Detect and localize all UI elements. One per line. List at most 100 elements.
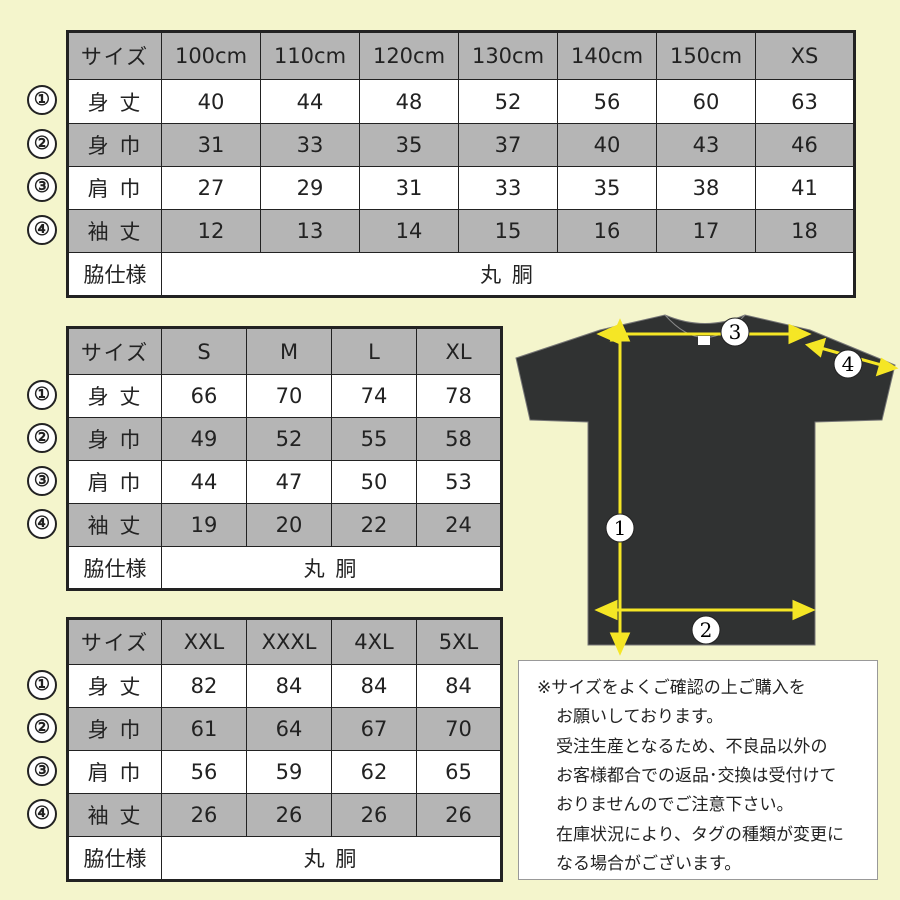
measurement-value: 26	[246, 793, 332, 837]
size-header: 120cm	[359, 31, 459, 80]
measurement-value: 12	[161, 209, 261, 253]
notice-line: お願いしております。	[556, 707, 724, 727]
measurement-value: 65	[416, 750, 502, 794]
measurement-value: 46	[755, 123, 855, 167]
row-label: 肩 巾	[67, 166, 162, 210]
measurement-value: 18	[755, 209, 855, 253]
row-label: 袖 丈	[67, 793, 162, 837]
measurement-row: 身 巾 61 64 67 70	[67, 707, 502, 751]
measurement-value: 61	[161, 707, 247, 751]
row-marker: ④	[27, 214, 57, 245]
measurement-value: 22	[331, 503, 417, 547]
measurement-value: 53	[416, 460, 502, 504]
row-label: 身 巾	[67, 123, 162, 167]
size-header: 4XL	[331, 618, 417, 665]
measurement-value: 20	[246, 503, 332, 547]
measurement-value: 74	[331, 374, 417, 418]
measurement-value: 14	[359, 209, 459, 253]
row-marker: ④	[27, 508, 57, 539]
measurement-value: 37	[458, 123, 558, 167]
size-label-header: サイズ	[67, 618, 162, 665]
size-header: S	[161, 327, 247, 375]
measurement-value: 17	[656, 209, 756, 253]
notice-box: ※サイズをよくご確認の上ご購入を お願いしております。 受注生産となるため、不良…	[518, 660, 878, 880]
size-header: 130cm	[458, 31, 558, 80]
header-row: サイズ 100cm 110cm 120cm 130cm 140cm 150cm XS	[67, 31, 855, 80]
measurement-value: 59	[246, 750, 332, 794]
measurement-value: 56	[557, 79, 657, 124]
row-label: 身 丈	[67, 374, 162, 418]
side-spec-label: 脇仕様	[67, 252, 162, 297]
measurement-value: 33	[260, 123, 360, 167]
measurement-value: 13	[260, 209, 360, 253]
size-header: M	[246, 327, 332, 375]
measurement-value: 64	[246, 707, 332, 751]
marker-1: 1	[605, 513, 635, 543]
side-spec-label: 脇仕様	[67, 836, 162, 881]
measurement-value: 55	[331, 417, 417, 461]
measurement-value: 40	[557, 123, 657, 167]
measurement-value: 43	[656, 123, 756, 167]
measurement-value: 62	[331, 750, 417, 794]
measurement-value: 15	[458, 209, 558, 253]
row-marker: ②	[27, 712, 57, 743]
size-header: 140cm	[557, 31, 657, 80]
measurement-value: 19	[161, 503, 247, 547]
row-marker: ③	[27, 755, 57, 786]
row-label: 身 巾	[67, 707, 162, 751]
side-spec-row: 脇仕様丸 胴	[67, 252, 855, 297]
measurement-value: 31	[161, 123, 261, 167]
measurement-row: 袖 丈 26 26 26 26	[67, 793, 502, 837]
measurement-row: 身 丈 66 70 74 78	[67, 374, 502, 418]
measurement-value: 26	[416, 793, 502, 837]
measurement-value: 70	[416, 707, 502, 751]
size-header: 100cm	[161, 31, 261, 80]
measurement-value: 26	[161, 793, 247, 837]
measurement-value: 49	[161, 417, 247, 461]
measurement-value: 84	[246, 664, 332, 708]
row-marker: ④	[27, 798, 57, 829]
size-header: 5XL	[416, 618, 502, 665]
measurement-value: 60	[656, 79, 756, 124]
tag-icon	[698, 336, 710, 345]
measurement-value: 48	[359, 79, 459, 124]
row-label: 肩 巾	[67, 750, 162, 794]
size-header: XL	[416, 327, 502, 375]
measure-arrows	[594, 318, 899, 656]
notice-line: 受注生産となるため、不良品以外の	[556, 737, 828, 757]
size-header: L	[331, 327, 417, 375]
measurement-value: 35	[557, 166, 657, 210]
measurement-value: 35	[359, 123, 459, 167]
row-label: 袖 丈	[67, 503, 162, 547]
size-label-header: サイズ	[67, 327, 162, 375]
row-label: 身 丈	[67, 664, 162, 708]
size-label-header: サイズ	[67, 31, 162, 80]
notice-line: お客様都合での返品･交換は受付けて	[556, 766, 837, 786]
header-row: サイズ XXL XXXL 4XL 5XL	[67, 618, 502, 665]
marker-2: 2	[691, 615, 721, 645]
notice-line: おりませんのでご注意下さい。	[556, 795, 794, 815]
svg-text:3: 3	[729, 320, 742, 344]
measurement-value: 44	[260, 79, 360, 124]
measurement-value: 41	[755, 166, 855, 210]
row-marker: ①	[27, 85, 57, 115]
size-table: サイズ S M L XL 身 丈 66 70 74 78 身 巾 49 52 55 58 肩 巾 44 47 50 5…	[66, 326, 503, 591]
measurement-value: 66	[161, 374, 247, 418]
measurement-value: 50	[331, 460, 417, 504]
marker-3: 3	[720, 317, 750, 347]
measurement-value: 52	[458, 79, 558, 124]
size-header: 150cm	[656, 31, 756, 80]
measurement-row: 袖 丈 19 20 22 24	[67, 503, 502, 547]
measurement-value: 38	[656, 166, 756, 210]
measurement-value: 47	[246, 460, 332, 504]
tshirt-diagram: 1 2 3 4	[515, 314, 899, 656]
notice-line: ※サイズをよくご確認の上ご購入を	[537, 678, 806, 698]
measurement-value: 67	[331, 707, 417, 751]
measurement-value: 44	[161, 460, 247, 504]
measurement-value: 82	[161, 664, 247, 708]
measurement-row: 肩 巾 27 29 31 33 35 38 41	[67, 166, 855, 210]
svg-text:4: 4	[842, 352, 855, 376]
measurement-value: 63	[755, 79, 855, 124]
marker-4: 4	[833, 349, 863, 379]
